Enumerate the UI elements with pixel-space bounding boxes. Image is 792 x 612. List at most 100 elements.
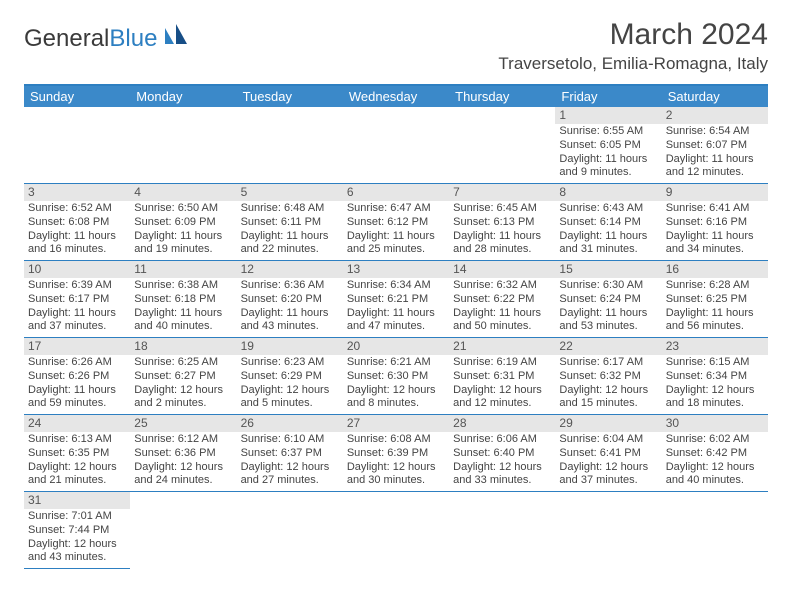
sunset-line: Sunset: 6:07 PM bbox=[666, 139, 764, 153]
day-body: Sunrise: 6:52 AMSunset: 6:08 PMDaylight:… bbox=[24, 201, 130, 260]
daylight-line: Daylight: 12 hours and 40 minutes. bbox=[666, 461, 764, 489]
sunrise-line: Sunrise: 6:10 AM bbox=[241, 433, 339, 447]
sunset-line: Sunset: 6:17 PM bbox=[28, 293, 126, 307]
day-body: Sunrise: 6:47 AMSunset: 6:12 PMDaylight:… bbox=[343, 201, 449, 260]
sunrise-line: Sunrise: 6:34 AM bbox=[347, 279, 445, 293]
daylight-line: Daylight: 11 hours and 47 minutes. bbox=[347, 307, 445, 335]
daylight-line: Daylight: 12 hours and 27 minutes. bbox=[241, 461, 339, 489]
daylight-line: Daylight: 11 hours and 16 minutes. bbox=[28, 230, 126, 258]
day-cell: 20Sunrise: 6:21 AMSunset: 6:30 PMDayligh… bbox=[343, 338, 449, 415]
day-body: Sunrise: 6:41 AMSunset: 6:16 PMDaylight:… bbox=[662, 201, 768, 260]
day-body: Sunrise: 6:19 AMSunset: 6:31 PMDaylight:… bbox=[449, 355, 555, 414]
daylight-line: Daylight: 12 hours and 18 minutes. bbox=[666, 384, 764, 412]
sunrise-line: Sunrise: 6:36 AM bbox=[241, 279, 339, 293]
sunrise-line: Sunrise: 6:39 AM bbox=[28, 279, 126, 293]
sunset-line: Sunset: 6:26 PM bbox=[28, 370, 126, 384]
day-body: Sunrise: 6:38 AMSunset: 6:18 PMDaylight:… bbox=[130, 278, 236, 337]
sunset-line: Sunset: 6:11 PM bbox=[241, 216, 339, 230]
sunset-line: Sunset: 6:22 PM bbox=[453, 293, 551, 307]
sunrise-line: Sunrise: 6:15 AM bbox=[666, 356, 764, 370]
daylight-line: Daylight: 12 hours and 2 minutes. bbox=[134, 384, 232, 412]
day-cell: 31Sunrise: 7:01 AMSunset: 7:44 PMDayligh… bbox=[24, 492, 130, 569]
day-body: Sunrise: 6:06 AMSunset: 6:40 PMDaylight:… bbox=[449, 432, 555, 491]
day-number: 25 bbox=[130, 415, 236, 432]
day-number: 12 bbox=[237, 261, 343, 278]
day-cell: 28Sunrise: 6:06 AMSunset: 6:40 PMDayligh… bbox=[449, 415, 555, 492]
daylight-line: Daylight: 12 hours and 21 minutes. bbox=[28, 461, 126, 489]
daylight-line: Daylight: 11 hours and 31 minutes. bbox=[559, 230, 657, 258]
day-number: 27 bbox=[343, 415, 449, 432]
daylight-line: Daylight: 12 hours and 24 minutes. bbox=[134, 461, 232, 489]
day-cell: 22Sunrise: 6:17 AMSunset: 6:32 PMDayligh… bbox=[555, 338, 661, 415]
day-body: Sunrise: 6:10 AMSunset: 6:37 PMDaylight:… bbox=[237, 432, 343, 491]
day-cell: 16Sunrise: 6:28 AMSunset: 6:25 PMDayligh… bbox=[662, 261, 768, 338]
day-number: 17 bbox=[24, 338, 130, 355]
sunset-line: Sunset: 6:39 PM bbox=[347, 447, 445, 461]
sunset-line: Sunset: 6:12 PM bbox=[347, 216, 445, 230]
daylight-line: Daylight: 12 hours and 12 minutes. bbox=[453, 384, 551, 412]
day-body: Sunrise: 6:26 AMSunset: 6:26 PMDaylight:… bbox=[24, 355, 130, 414]
day-number: 29 bbox=[555, 415, 661, 432]
daylight-line: Daylight: 12 hours and 8 minutes. bbox=[347, 384, 445, 412]
day-body: Sunrise: 6:32 AMSunset: 6:22 PMDaylight:… bbox=[449, 278, 555, 337]
empty-cell bbox=[130, 107, 236, 184]
sunset-line: Sunset: 6:16 PM bbox=[666, 216, 764, 230]
sunrise-line: Sunrise: 6:21 AM bbox=[347, 356, 445, 370]
day-body: Sunrise: 6:45 AMSunset: 6:13 PMDaylight:… bbox=[449, 201, 555, 260]
day-number: 19 bbox=[237, 338, 343, 355]
day-number: 23 bbox=[662, 338, 768, 355]
day-cell: 10Sunrise: 6:39 AMSunset: 6:17 PMDayligh… bbox=[24, 261, 130, 338]
sunrise-line: Sunrise: 6:54 AM bbox=[666, 125, 764, 139]
day-cell: 29Sunrise: 6:04 AMSunset: 6:41 PMDayligh… bbox=[555, 415, 661, 492]
day-number: 22 bbox=[555, 338, 661, 355]
daylight-line: Daylight: 12 hours and 15 minutes. bbox=[559, 384, 657, 412]
day-number: 15 bbox=[555, 261, 661, 278]
day-body: Sunrise: 6:23 AMSunset: 6:29 PMDaylight:… bbox=[237, 355, 343, 414]
day-cell: 8Sunrise: 6:43 AMSunset: 6:14 PMDaylight… bbox=[555, 184, 661, 261]
empty-cell bbox=[237, 107, 343, 184]
day-body: Sunrise: 6:50 AMSunset: 6:09 PMDaylight:… bbox=[130, 201, 236, 260]
day-body: Sunrise: 6:34 AMSunset: 6:21 PMDaylight:… bbox=[343, 278, 449, 337]
daylight-line: Daylight: 11 hours and 43 minutes. bbox=[241, 307, 339, 335]
day-number: 24 bbox=[24, 415, 130, 432]
weekday-header: Friday bbox=[555, 86, 661, 107]
day-body: Sunrise: 6:21 AMSunset: 6:30 PMDaylight:… bbox=[343, 355, 449, 414]
weekday-header: Tuesday bbox=[237, 86, 343, 107]
sunrise-line: Sunrise: 6:06 AM bbox=[453, 433, 551, 447]
sunrise-line: Sunrise: 6:38 AM bbox=[134, 279, 232, 293]
day-cell: 15Sunrise: 6:30 AMSunset: 6:24 PMDayligh… bbox=[555, 261, 661, 338]
daylight-line: Daylight: 11 hours and 19 minutes. bbox=[134, 230, 232, 258]
day-number: 4 bbox=[130, 184, 236, 201]
sunset-line: Sunset: 6:24 PM bbox=[559, 293, 657, 307]
day-cell: 1Sunrise: 6:55 AMSunset: 6:05 PMDaylight… bbox=[555, 107, 661, 184]
sunrise-line: Sunrise: 6:48 AM bbox=[241, 202, 339, 216]
sunset-line: Sunset: 6:41 PM bbox=[559, 447, 657, 461]
day-cell: 27Sunrise: 6:08 AMSunset: 6:39 PMDayligh… bbox=[343, 415, 449, 492]
day-cell: 21Sunrise: 6:19 AMSunset: 6:31 PMDayligh… bbox=[449, 338, 555, 415]
day-number: 20 bbox=[343, 338, 449, 355]
sunset-line: Sunset: 6:14 PM bbox=[559, 216, 657, 230]
weekday-header: Thursday bbox=[449, 86, 555, 107]
daylight-line: Daylight: 12 hours and 33 minutes. bbox=[453, 461, 551, 489]
day-cell: 14Sunrise: 6:32 AMSunset: 6:22 PMDayligh… bbox=[449, 261, 555, 338]
day-number: 21 bbox=[449, 338, 555, 355]
sunrise-line: Sunrise: 6:02 AM bbox=[666, 433, 764, 447]
day-body: Sunrise: 6:13 AMSunset: 6:35 PMDaylight:… bbox=[24, 432, 130, 491]
weekday-header: Sunday bbox=[24, 86, 130, 107]
daylight-line: Daylight: 11 hours and 34 minutes. bbox=[666, 230, 764, 258]
daylight-line: Daylight: 12 hours and 37 minutes. bbox=[559, 461, 657, 489]
day-cell: 13Sunrise: 6:34 AMSunset: 6:21 PMDayligh… bbox=[343, 261, 449, 338]
day-number: 5 bbox=[237, 184, 343, 201]
sunrise-line: Sunrise: 6:08 AM bbox=[347, 433, 445, 447]
sunrise-line: Sunrise: 6:50 AM bbox=[134, 202, 232, 216]
sunrise-line: Sunrise: 6:23 AM bbox=[241, 356, 339, 370]
calendar-grid: SundayMondayTuesdayWednesdayThursdayFrid… bbox=[24, 84, 768, 569]
sunrise-line: Sunrise: 6:04 AM bbox=[559, 433, 657, 447]
sunrise-line: Sunrise: 6:19 AM bbox=[453, 356, 551, 370]
day-number: 16 bbox=[662, 261, 768, 278]
sunrise-line: Sunrise: 6:52 AM bbox=[28, 202, 126, 216]
day-cell: 2Sunrise: 6:54 AMSunset: 6:07 PMDaylight… bbox=[662, 107, 768, 184]
daylight-line: Daylight: 12 hours and 30 minutes. bbox=[347, 461, 445, 489]
day-number: 13 bbox=[343, 261, 449, 278]
brand-name-1: General bbox=[24, 25, 109, 53]
